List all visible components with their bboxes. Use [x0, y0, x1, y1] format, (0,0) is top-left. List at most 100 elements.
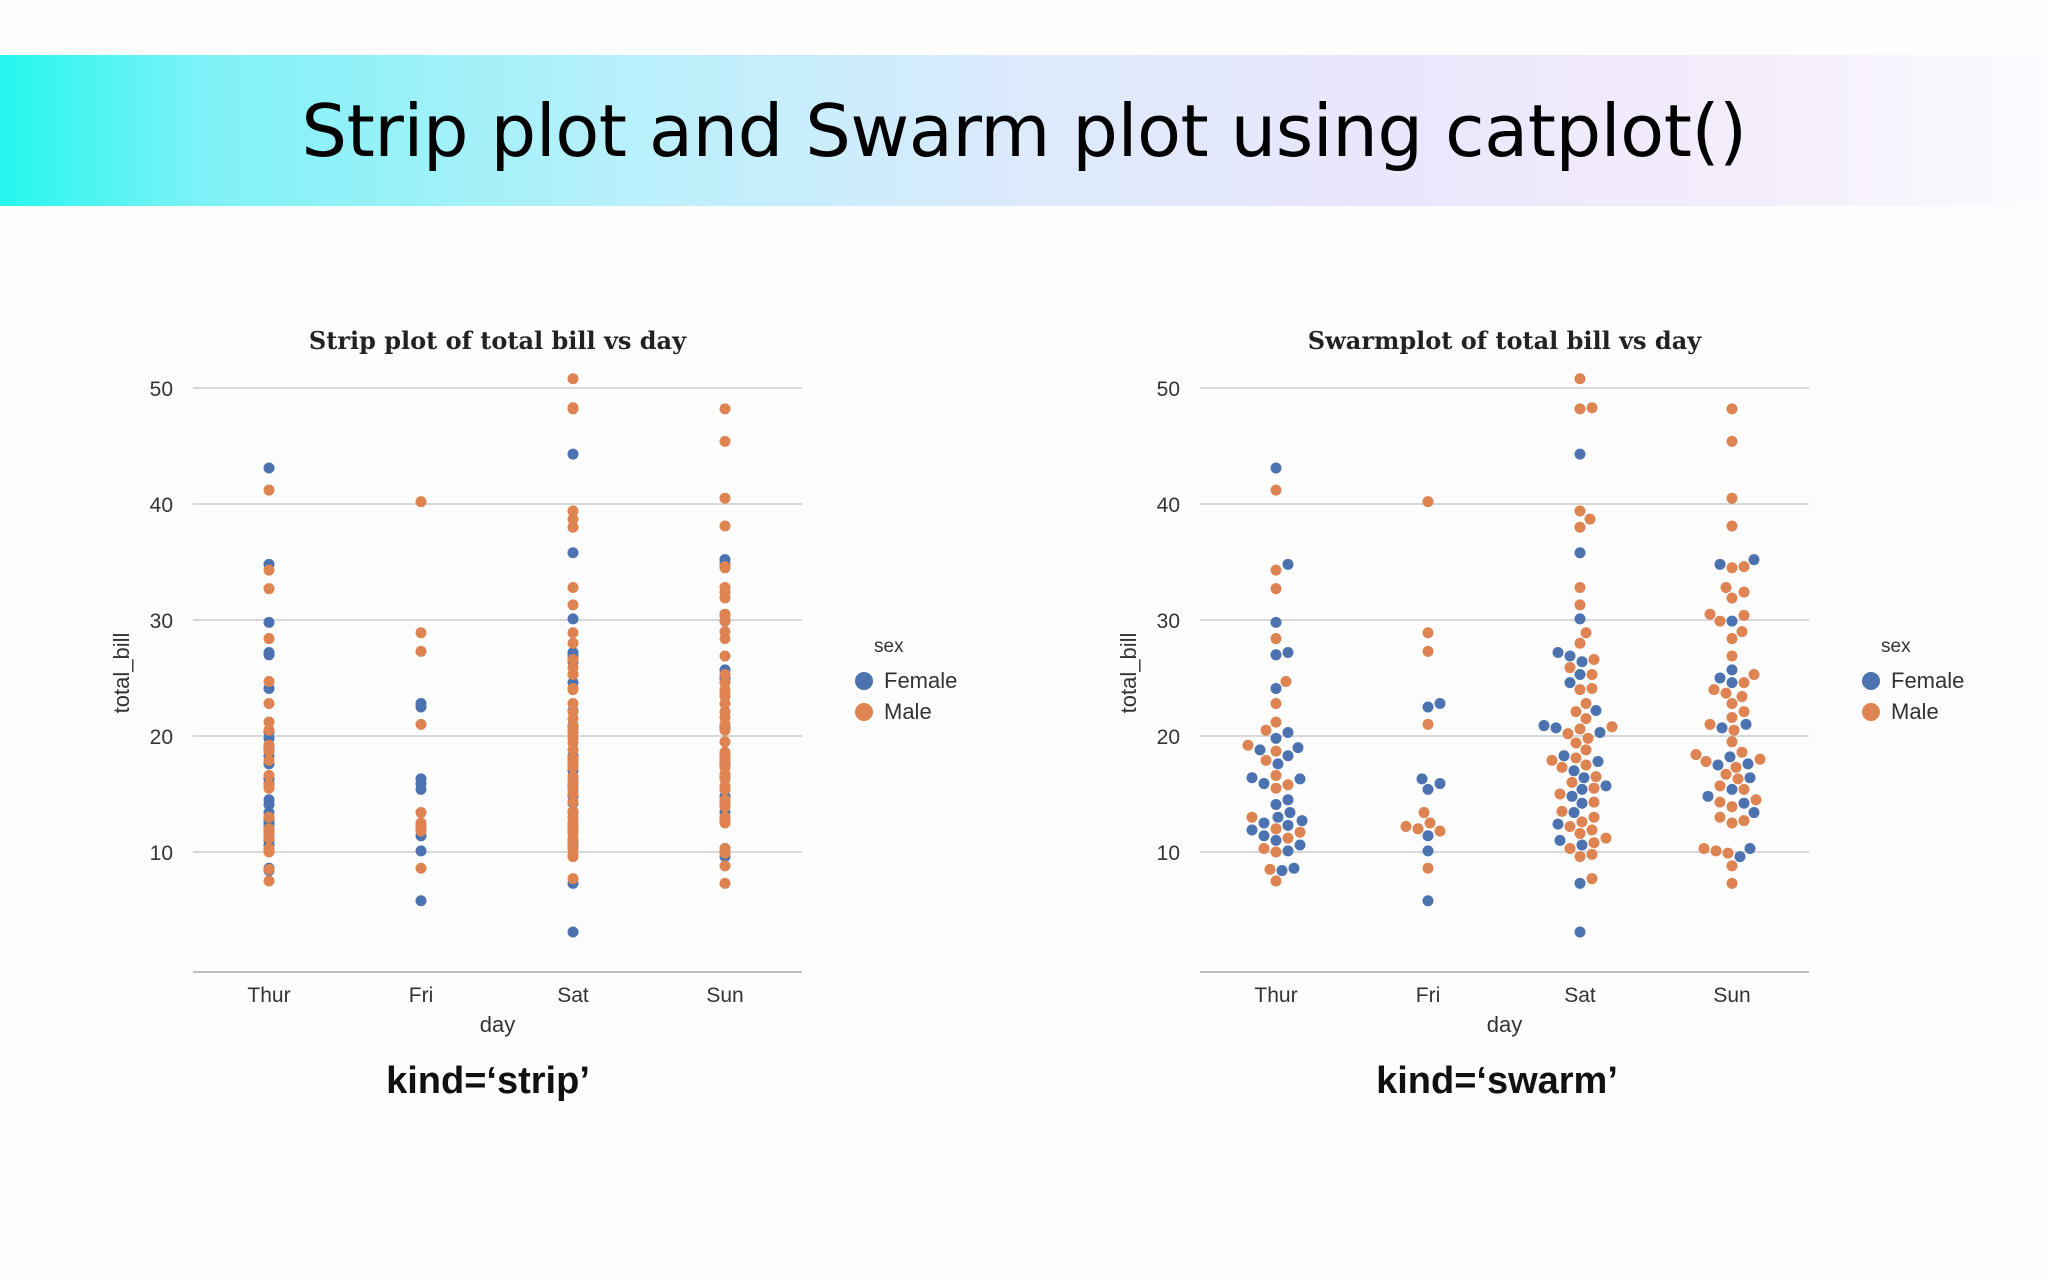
data-point: [1748, 669, 1760, 681]
x-axis-label: day: [1487, 1012, 1522, 1037]
data-point: [1748, 807, 1760, 819]
data-point: [415, 807, 427, 819]
data-point: [263, 769, 275, 781]
data-point: [1726, 520, 1738, 532]
data-point: [719, 650, 731, 662]
data-point: [719, 633, 731, 645]
data-point: [1554, 834, 1566, 846]
data-point: [719, 520, 731, 532]
data-point: [1580, 759, 1592, 771]
data-point: [1270, 823, 1282, 835]
data-point: [1588, 796, 1600, 808]
data-point: [567, 744, 579, 756]
data-point: [1588, 653, 1600, 665]
data-point: [1702, 790, 1714, 802]
data-point: [567, 599, 579, 611]
data-point: [1576, 839, 1588, 851]
data-point: [1738, 706, 1750, 718]
data-point: [1738, 797, 1750, 809]
data-point: [567, 926, 579, 938]
data-point: [1726, 615, 1738, 627]
data-point: [1736, 746, 1748, 758]
data-point: [719, 615, 731, 627]
data-point: [1574, 448, 1586, 460]
data-point: [1574, 669, 1586, 681]
data-point: [1574, 877, 1586, 889]
data-point: [263, 698, 275, 710]
data-point: [1270, 798, 1282, 810]
data-point: [719, 492, 731, 504]
data-point: [415, 862, 427, 874]
data-point: [1744, 843, 1756, 855]
data-point: [1580, 744, 1592, 756]
legend-label: Male: [884, 699, 932, 724]
data-point: [1586, 682, 1598, 694]
data-point: [719, 435, 731, 447]
data-point: [1574, 521, 1586, 533]
data-point: [415, 845, 427, 857]
data-point: [1282, 779, 1294, 791]
data-point: [1570, 737, 1582, 749]
data-point: [719, 801, 731, 813]
data-point: [1586, 848, 1598, 860]
data-point: [263, 863, 275, 875]
data-point: [1564, 650, 1576, 662]
data-point: [1546, 754, 1558, 766]
data-point: [1246, 824, 1258, 836]
data-point: [1566, 776, 1578, 788]
data-point: [567, 547, 579, 559]
data-point: [1246, 811, 1258, 823]
data-point: [567, 582, 579, 594]
data-point: [263, 649, 275, 661]
data-point: [1400, 820, 1412, 832]
data-point: [1714, 796, 1726, 808]
legend-label: Female: [1891, 668, 1964, 693]
data-point: [1586, 824, 1598, 836]
data-point: [1726, 801, 1738, 813]
data-point: [263, 811, 275, 823]
data-point: [415, 701, 427, 713]
data-point: [1574, 582, 1586, 594]
data-point: [1726, 633, 1738, 645]
y-tick-label: 40: [150, 494, 173, 517]
data-point: [1294, 826, 1306, 838]
data-point: [1576, 797, 1588, 809]
data-point: [1580, 698, 1592, 710]
data-point: [1434, 778, 1446, 790]
data-point: [1740, 718, 1752, 730]
data-point: [1714, 672, 1726, 684]
data-point: [1714, 558, 1726, 570]
data-point: [567, 698, 579, 710]
data-point: [1412, 823, 1424, 835]
data-point: [1282, 794, 1294, 806]
data-point: [567, 796, 579, 808]
data-point: [719, 736, 731, 748]
data-point: [1562, 728, 1574, 740]
data-point: [1258, 830, 1270, 842]
data-point: [567, 448, 579, 460]
data-point: [263, 633, 275, 645]
data-point: [1270, 698, 1282, 710]
data-point: [1732, 773, 1744, 785]
data-point: [1738, 586, 1750, 598]
x-tick-label: Sun: [1713, 984, 1750, 1007]
data-point: [1590, 704, 1602, 716]
data-point: [1556, 805, 1568, 817]
data-point: [1736, 626, 1748, 638]
data-point: [1712, 759, 1724, 771]
data-point: [1282, 750, 1294, 762]
data-point: [1418, 807, 1430, 819]
data-point: [1714, 811, 1726, 823]
data-point: [1276, 865, 1288, 877]
data-point: [1574, 684, 1586, 696]
data-point: [1588, 811, 1600, 823]
y-tick-label: 20: [1157, 726, 1180, 749]
data-point: [1738, 815, 1750, 827]
chart-title: Swarmplot of total bill vs day: [1308, 326, 1702, 355]
slide-title: Strip plot and Swarm plot using catplot(…: [301, 88, 1747, 173]
data-point: [1720, 687, 1732, 699]
y-axis-label: total_bill: [109, 633, 134, 714]
data-point: [719, 817, 731, 829]
data-point: [1574, 599, 1586, 611]
